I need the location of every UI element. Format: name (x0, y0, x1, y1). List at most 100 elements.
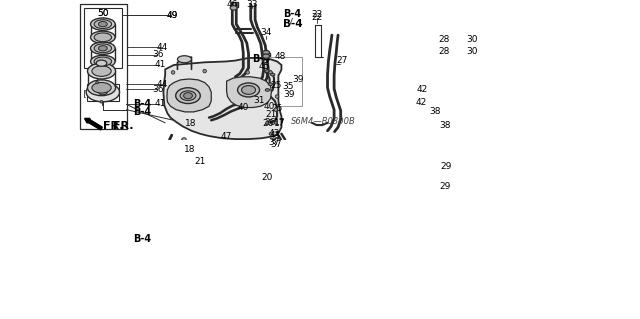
Ellipse shape (91, 42, 115, 55)
Text: 39: 39 (283, 90, 294, 99)
Text: FR.: FR. (113, 121, 133, 131)
Ellipse shape (408, 101, 414, 105)
Text: 20: 20 (261, 173, 273, 182)
Text: 27: 27 (336, 56, 348, 65)
Text: 42: 42 (416, 85, 428, 94)
Text: 21: 21 (266, 110, 277, 120)
Text: 33: 33 (246, 0, 258, 9)
Ellipse shape (91, 55, 115, 68)
Text: FR.: FR. (103, 121, 124, 131)
Text: 38: 38 (429, 108, 441, 116)
Ellipse shape (88, 80, 116, 96)
Text: 39: 39 (292, 75, 303, 84)
Bar (84, 8, 122, 69)
Text: 17: 17 (273, 118, 285, 127)
Bar (79, 4, 127, 130)
Ellipse shape (273, 146, 278, 149)
Ellipse shape (271, 73, 275, 76)
Ellipse shape (264, 141, 268, 145)
Text: 36: 36 (152, 85, 163, 93)
Ellipse shape (94, 20, 111, 28)
Ellipse shape (94, 33, 111, 42)
Text: 40: 40 (237, 103, 249, 112)
Ellipse shape (262, 50, 269, 55)
Text: 26: 26 (262, 119, 274, 128)
Text: 48: 48 (275, 52, 286, 61)
Text: 43: 43 (268, 129, 280, 138)
FancyArrow shape (86, 119, 101, 129)
Text: 38: 38 (440, 121, 451, 130)
Polygon shape (167, 79, 211, 112)
FancyArrow shape (84, 118, 102, 130)
Text: 29: 29 (440, 182, 451, 191)
Ellipse shape (470, 60, 475, 68)
Ellipse shape (88, 63, 116, 79)
Circle shape (275, 95, 279, 98)
Ellipse shape (86, 83, 120, 102)
Ellipse shape (435, 53, 453, 75)
Text: 18: 18 (184, 145, 195, 154)
Circle shape (203, 69, 207, 73)
Ellipse shape (268, 83, 273, 85)
Text: B-4: B-4 (283, 19, 302, 29)
Text: 50: 50 (97, 9, 109, 18)
Text: 40: 40 (264, 102, 275, 111)
Circle shape (275, 122, 277, 124)
Text: 25: 25 (271, 81, 282, 90)
Text: 28: 28 (438, 47, 450, 56)
Text: S6M4—B0300B: S6M4—B0300B (291, 117, 356, 126)
Circle shape (274, 108, 278, 111)
Text: B-4: B-4 (284, 9, 301, 19)
Text: 44: 44 (156, 43, 168, 52)
Text: 44: 44 (156, 80, 168, 89)
Ellipse shape (91, 31, 115, 43)
Ellipse shape (91, 18, 115, 30)
Ellipse shape (96, 60, 107, 66)
Circle shape (246, 70, 250, 74)
Circle shape (269, 132, 272, 135)
Bar (262, 57, 302, 106)
Text: 41: 41 (154, 60, 166, 70)
Circle shape (96, 81, 99, 84)
Text: B-4: B-4 (252, 54, 270, 64)
Text: 46: 46 (226, 0, 237, 9)
Ellipse shape (241, 85, 255, 94)
Circle shape (269, 70, 272, 74)
Text: 34: 34 (260, 28, 272, 37)
Ellipse shape (230, 6, 237, 10)
Ellipse shape (92, 83, 111, 93)
Text: 50: 50 (97, 9, 109, 18)
Text: 41: 41 (154, 100, 166, 108)
Text: 42: 42 (415, 98, 427, 107)
Text: 21: 21 (195, 157, 206, 166)
Circle shape (100, 100, 103, 103)
Ellipse shape (467, 56, 477, 70)
Ellipse shape (441, 59, 447, 68)
Ellipse shape (92, 66, 111, 76)
Text: 17: 17 (275, 119, 286, 128)
Text: 29: 29 (440, 162, 452, 171)
Circle shape (266, 122, 268, 124)
Ellipse shape (94, 44, 111, 53)
Text: B-4: B-4 (133, 234, 152, 244)
Text: B-4: B-4 (133, 107, 152, 117)
Ellipse shape (176, 88, 200, 104)
Ellipse shape (438, 56, 450, 71)
Ellipse shape (184, 93, 193, 99)
Bar (87, 84, 118, 101)
Ellipse shape (437, 145, 456, 158)
Text: 25: 25 (271, 104, 283, 113)
Ellipse shape (237, 83, 259, 97)
Text: 45: 45 (258, 62, 269, 71)
Ellipse shape (265, 89, 269, 91)
Text: 35: 35 (282, 82, 294, 91)
Ellipse shape (228, 144, 233, 147)
Text: 18: 18 (185, 119, 196, 128)
Text: B-4: B-4 (133, 100, 152, 109)
Text: 28: 28 (438, 35, 450, 44)
Text: 47: 47 (221, 131, 232, 141)
Polygon shape (163, 58, 282, 139)
Text: 30: 30 (467, 47, 478, 56)
Text: 37: 37 (270, 140, 282, 149)
Circle shape (269, 141, 272, 144)
